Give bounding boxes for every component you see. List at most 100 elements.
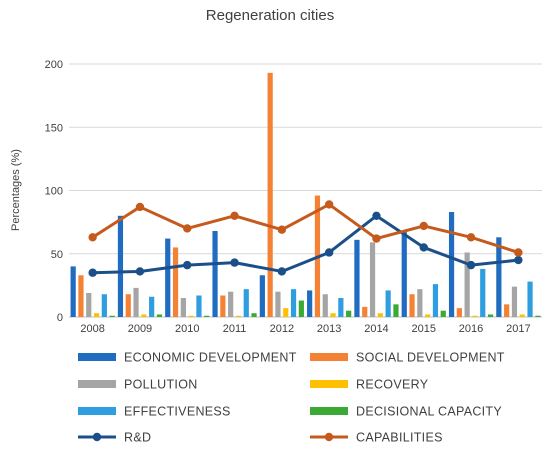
- bar: [117, 215, 124, 317]
- bar: [204, 315, 210, 317]
- legend-label: SOCIAL DEVELOPMENT: [356, 351, 505, 365]
- bar: [101, 294, 107, 317]
- line-point: [419, 243, 428, 252]
- bar: [212, 230, 218, 317]
- x-tick-label: 2017: [506, 323, 530, 335]
- bar: [425, 314, 431, 317]
- line-point: [230, 211, 239, 220]
- x-tick-label: 2016: [459, 323, 483, 335]
- gridlines: [69, 63, 542, 318]
- series-line: [92, 214, 519, 275]
- x-tick-label: 2014: [364, 323, 388, 335]
- bar: [298, 300, 304, 317]
- bar: [472, 315, 478, 317]
- bar: [346, 310, 352, 317]
- bar: [417, 289, 423, 317]
- bar: [527, 281, 533, 317]
- legend-swatch: [310, 407, 348, 415]
- line-point: [135, 202, 145, 212]
- bar: [93, 313, 100, 317]
- line-point: [277, 267, 287, 276]
- bar: [267, 72, 273, 317]
- lines: [88, 200, 523, 277]
- y-tick-labels: 0 50 100 150 200: [45, 59, 63, 324]
- x-tick-label: 2013: [317, 323, 341, 335]
- bar: [504, 304, 510, 317]
- y-tick-label: 50: [51, 249, 63, 261]
- bar: [456, 308, 462, 317]
- bar: [180, 298, 186, 317]
- bar: [251, 313, 257, 317]
- line-point: [514, 248, 523, 257]
- bar: [188, 315, 194, 317]
- bar: [480, 268, 486, 317]
- bar: [362, 306, 368, 317]
- line-point: [466, 233, 476, 242]
- bar: [70, 266, 76, 317]
- bar: [220, 295, 226, 317]
- line-point: [514, 255, 523, 265]
- bar: [432, 284, 439, 317]
- bar: [519, 314, 525, 317]
- bar: [448, 212, 455, 317]
- bars: [70, 72, 541, 317]
- bar: [156, 314, 163, 317]
- legend-swatch: [78, 353, 116, 361]
- line-point: [230, 258, 239, 267]
- bar: [228, 291, 234, 317]
- bar: [275, 291, 281, 317]
- legend-label: CAPABILITIES: [356, 431, 443, 445]
- bar: [401, 230, 407, 317]
- bar: [307, 290, 313, 317]
- bar: [235, 315, 242, 317]
- legend-marker: [92, 432, 102, 442]
- y-tick-label: 0: [57, 312, 63, 324]
- bar: [511, 286, 518, 317]
- bar: [125, 294, 131, 317]
- line-point: [324, 200, 334, 209]
- bar: [243, 289, 249, 317]
- line-point: [183, 224, 192, 233]
- bar: [496, 237, 502, 317]
- y-tick-label: 200: [45, 59, 63, 71]
- legend-swatch: [78, 380, 116, 388]
- bar: [385, 290, 391, 317]
- bar: [330, 313, 336, 317]
- x-tick-label: 2008: [80, 323, 104, 335]
- y-tick-label: 100: [45, 186, 63, 198]
- x-tick-label: 2009: [128, 323, 152, 335]
- x-tick-label: 2010: [175, 323, 199, 335]
- line-point: [88, 233, 97, 242]
- line-point: [372, 211, 381, 220]
- x-tick-label: 2012: [270, 323, 294, 335]
- bar: [290, 289, 297, 317]
- bar: [86, 292, 92, 317]
- y-tick-label: 150: [45, 122, 63, 134]
- legend: ECONOMIC DEVELOPMENT SOCIAL DEVELOPMENT PO…: [78, 351, 505, 445]
- bar: [322, 294, 328, 317]
- bar: [487, 314, 494, 317]
- bar: [283, 308, 289, 317]
- x-tick-labels: 2008 2009 2010 2011 2012 2013 2014 2015 2016 2017: [80, 323, 530, 335]
- bar: [369, 242, 376, 317]
- line-point: [183, 260, 192, 270]
- line-point: [466, 260, 476, 270]
- bar: [172, 247, 179, 317]
- series-line: [91, 202, 519, 254]
- bar: [377, 313, 383, 317]
- bar: [464, 252, 470, 317]
- legend-marker: [324, 432, 334, 442]
- bar: [165, 238, 171, 317]
- legend-label: POLLUTION: [124, 378, 198, 392]
- line-point: [135, 267, 145, 276]
- bar: [133, 287, 139, 317]
- bar: [196, 295, 202, 317]
- x-tick-label: 2011: [223, 323, 247, 335]
- y-axis-label: Percentages (%): [10, 149, 22, 231]
- line-point: [88, 268, 97, 277]
- bar: [409, 294, 415, 317]
- line-point: [324, 248, 334, 257]
- chart-title: Regeneration cities: [206, 7, 334, 24]
- line-point: [277, 225, 287, 234]
